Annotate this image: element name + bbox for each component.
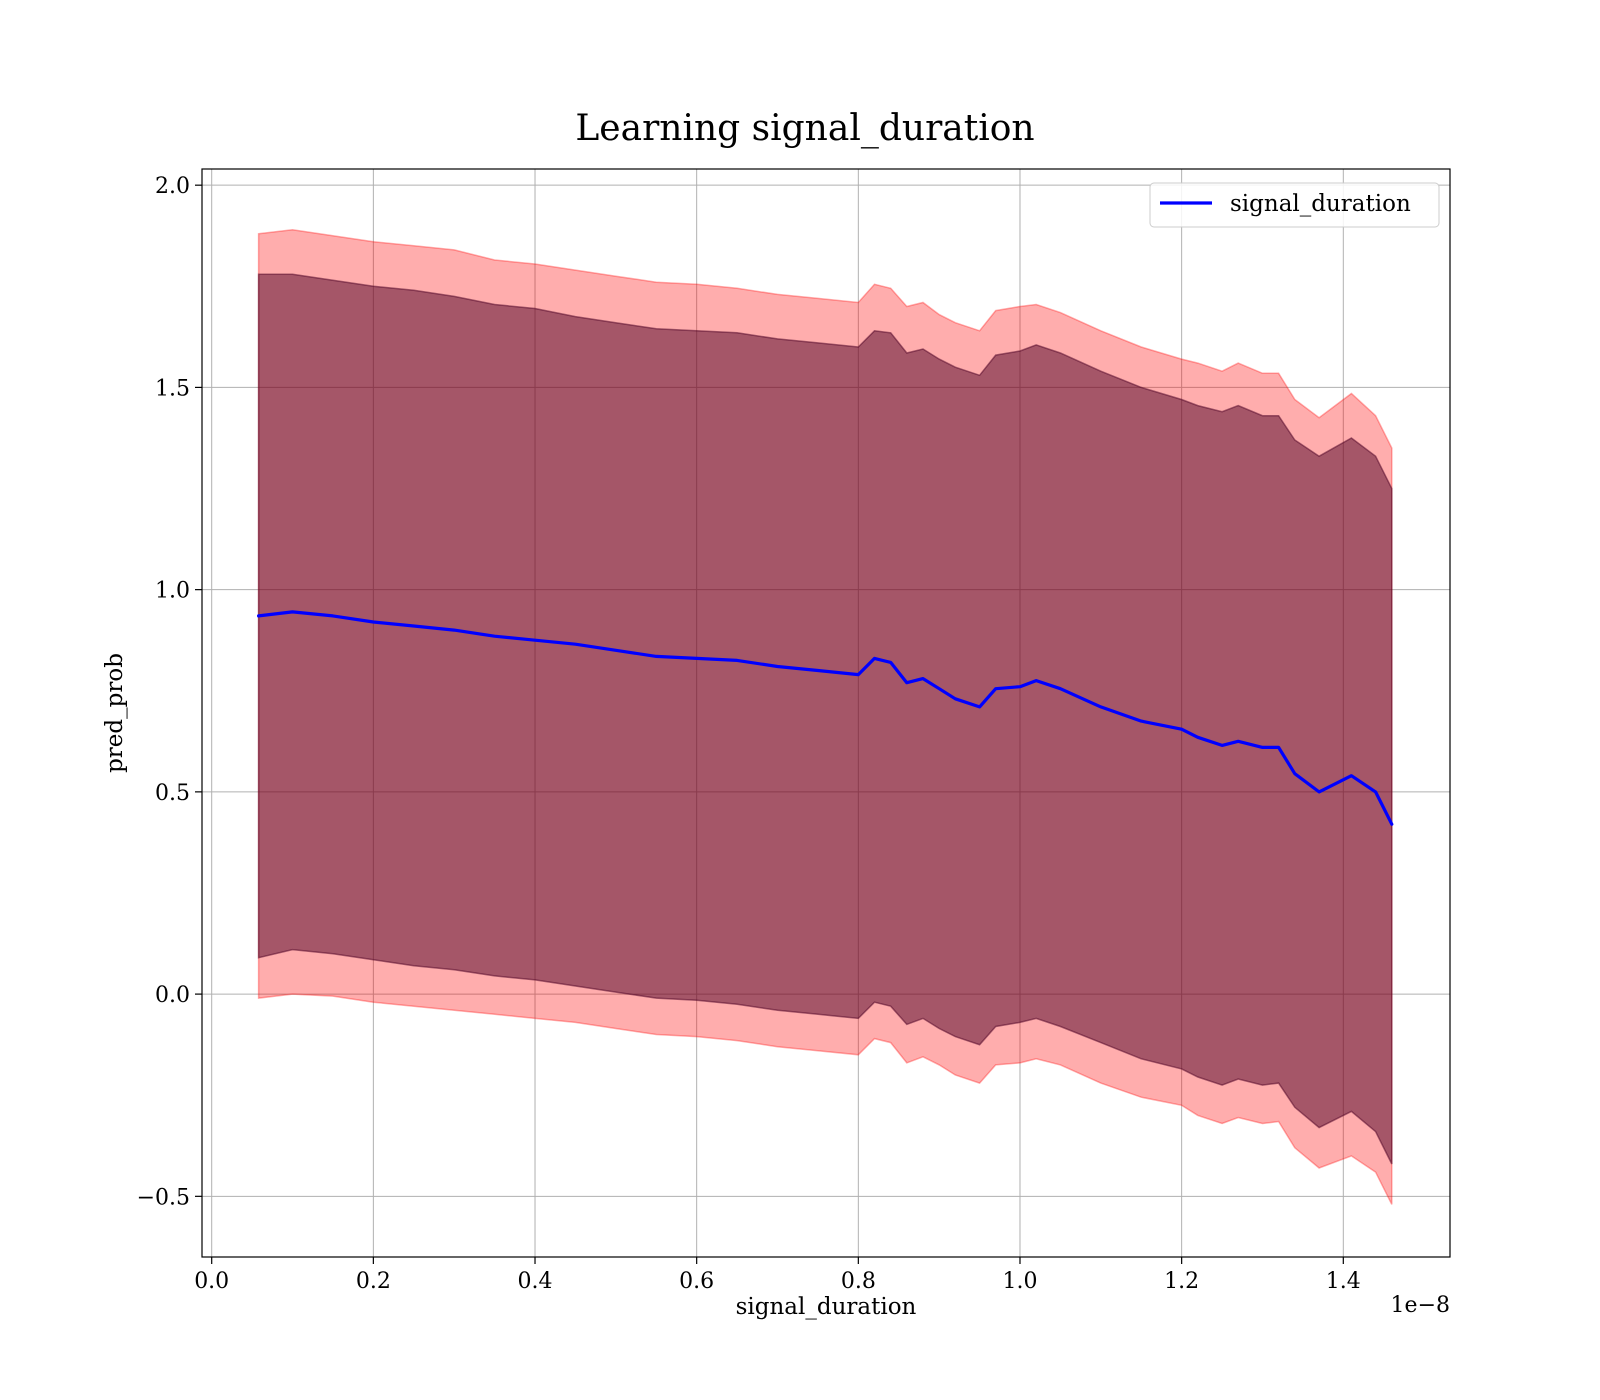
x-tick-label-7: 1.4: [1326, 1269, 1361, 1294]
x-tick-label-3: 0.6: [679, 1269, 714, 1294]
series-lines: [257, 610, 1394, 826]
y-tick-label-5: 2.0: [155, 174, 190, 199]
legend-entry-signal-duration: signal_duration: [1230, 191, 1411, 217]
series-line-0: [257, 610, 1394, 826]
x-axis-offset-label: 1e−8: [1391, 1293, 1450, 1318]
plot-frame: [201, 168, 1451, 1258]
y-tick-label-3: 1.0: [155, 579, 190, 604]
x-tick-label-1: 0.2: [356, 1269, 391, 1294]
legend-box: [1149, 182, 1440, 228]
x-tick-label-4: 0.8: [841, 1269, 876, 1294]
y-tick-label-1: 0.0: [155, 983, 190, 1008]
y-tick-label-2: 0.5: [155, 781, 190, 806]
x-tick-label-6: 1.2: [1164, 1269, 1199, 1294]
x-tick-label-5: 1.0: [1002, 1269, 1037, 1294]
y-axis-label: pred_prob: [102, 653, 128, 773]
legend: signal_duration: [1149, 182, 1440, 228]
x-tick-label-2: 0.4: [518, 1269, 553, 1294]
x-tick-label-0: 0.0: [194, 1269, 229, 1294]
y-axis-ticks: −0.5 0.0 0.5 1.0 1.5 2.0: [137, 174, 202, 1210]
y-tick-label-4: 1.5: [155, 376, 190, 401]
x-axis-ticks: 0.0 0.2 0.4 0.6 0.8 1.0 1.2 1.4: [194, 1257, 1361, 1294]
chart-title: Learning signal_duration: [575, 108, 1034, 149]
x-axis-label: signal_duration: [736, 1294, 917, 1320]
y-tick-label-0: −0.5: [137, 1185, 190, 1210]
band-1: [257, 273, 1393, 1165]
confidence-bands: [257, 228, 1393, 1205]
